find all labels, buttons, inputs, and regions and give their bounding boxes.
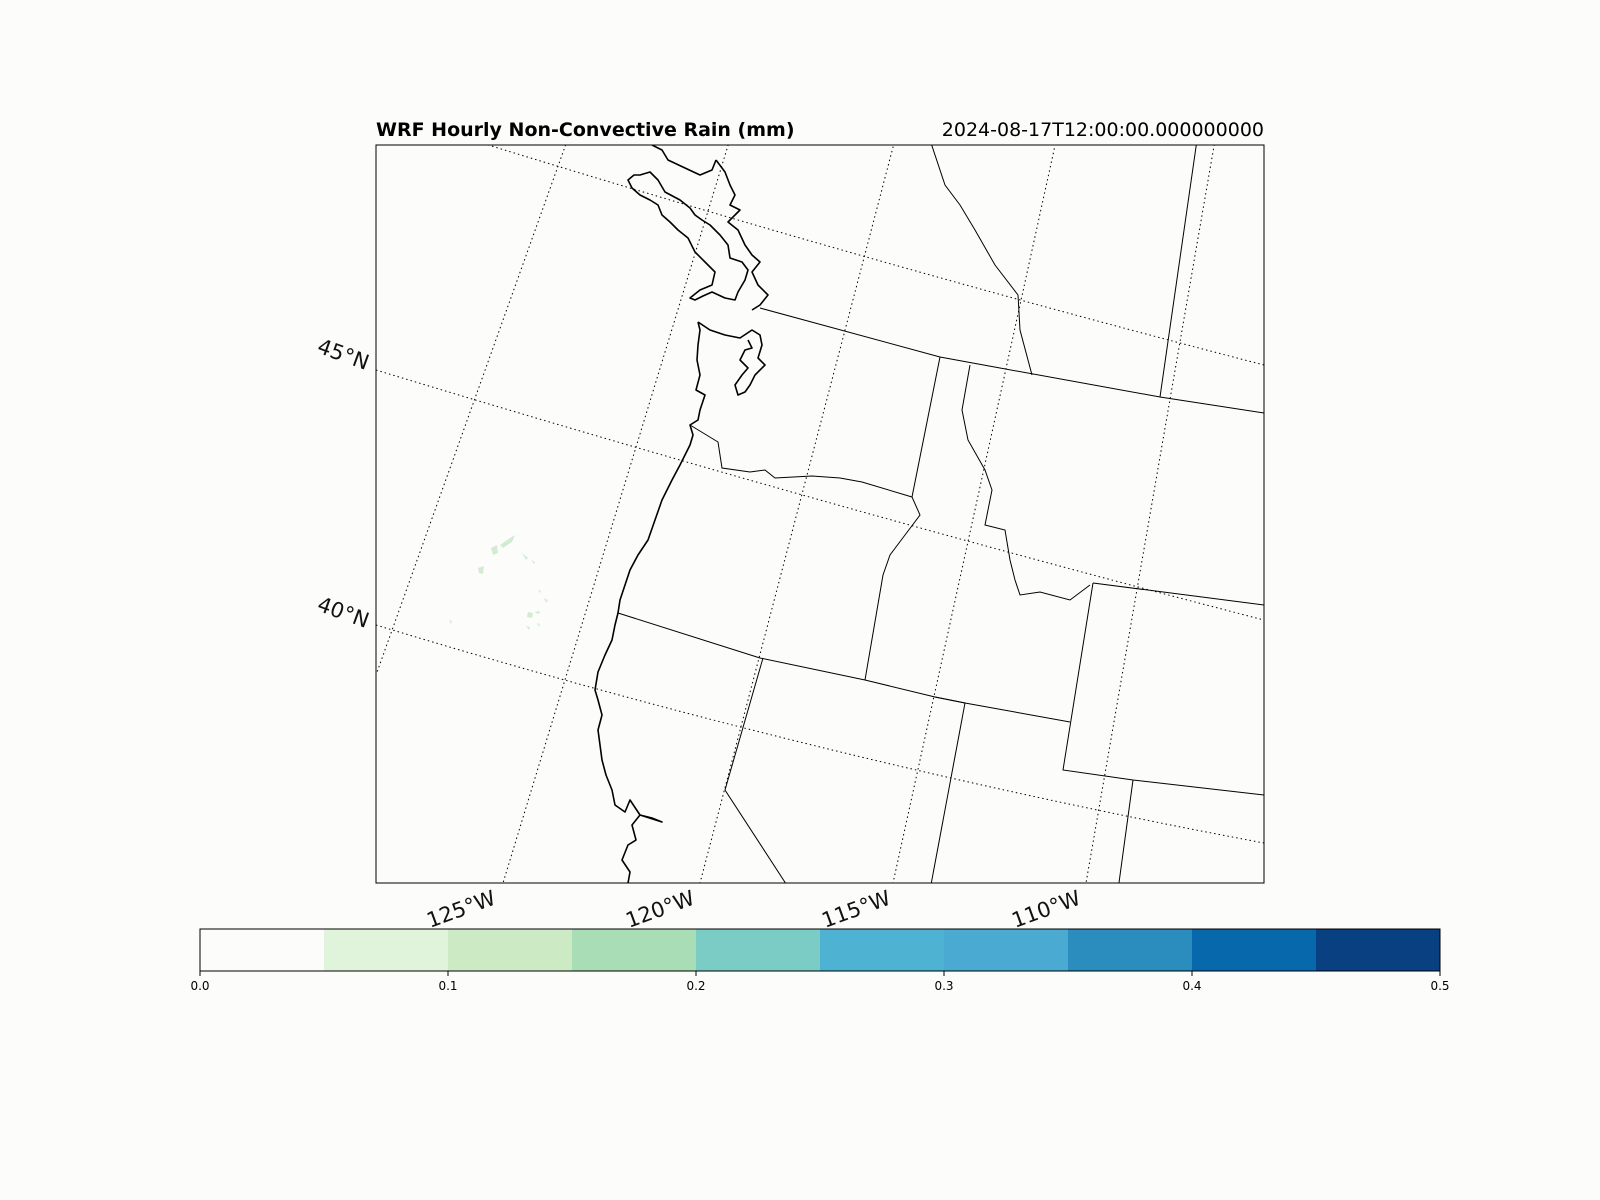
colorbar-swatch — [324, 929, 449, 971]
lat-label-40n: 40°N — [314, 592, 372, 633]
puget-sound-coast — [697, 321, 766, 396]
colorbar-outline — [199, 928, 1441, 972]
precip-cell — [527, 612, 533, 618]
precip-cell — [522, 553, 528, 560]
colorbar-tick-label: 0.2 — [686, 979, 705, 993]
precip-cell — [500, 535, 515, 548]
coastline — [594, 145, 769, 883]
precip-cell — [544, 598, 548, 603]
colorbar-tick-label: 0.4 — [1182, 979, 1201, 993]
meridian-105w — [1085, 145, 1215, 883]
map-background — [376, 145, 1264, 883]
lon-label-110w: 110°W — [1009, 886, 1084, 933]
lon-label-125w: 125°W — [424, 886, 499, 933]
lon-label-120w: 120°W — [623, 886, 698, 933]
meridian-110w — [892, 145, 1056, 883]
or-id-border — [864, 496, 921, 681]
parallel-40n — [376, 624, 1264, 844]
map-frame — [375, 144, 1265, 884]
meridian-125w — [376, 145, 567, 676]
precip-cell — [534, 611, 540, 614]
lat-label-45n: 45°N — [314, 334, 372, 375]
ut-co-border — [1118, 779, 1134, 883]
canada-us-border — [759, 307, 1264, 414]
precip-cell — [478, 566, 484, 574]
valid-time-label: 2024-08-17T12:00:00.000000000 — [942, 119, 1264, 141]
ca-nv-border — [724, 657, 787, 883]
colorbar-swatch — [1316, 929, 1441, 971]
precip-cell — [526, 626, 530, 630]
wa-id-border — [911, 356, 941, 498]
wa-or-border — [689, 424, 913, 498]
or-ca-nv-border — [617, 612, 1071, 723]
map-panel — [375, 144, 1265, 884]
colorbar-tick-label: 0.3 — [934, 979, 953, 993]
meridian-120w — [502, 145, 729, 883]
colorbar-swatch — [696, 929, 821, 971]
colorbar-tick-label: 0.5 — [1430, 979, 1449, 993]
id-wy-border — [1092, 582, 1264, 606]
political-borders — [617, 145, 1264, 883]
colorbar-tick-label: 0.1 — [438, 979, 457, 993]
colorbar-swatch — [572, 929, 697, 971]
map-title: WRF Hourly Non-Convective Rain (mm) — [376, 119, 795, 141]
colorbar-swatch — [448, 929, 573, 971]
bc-mainland-coast — [715, 159, 769, 311]
bc-rockies-border — [931, 145, 1033, 376]
parallel-50n — [486, 145, 1264, 366]
colorbar-swatch — [820, 929, 945, 971]
colorbar: 0.0 0.1 0.2 0.3 0.4 0.5 — [190, 928, 1450, 993]
id-nv-ut-border — [934, 696, 966, 704]
precip-cell — [449, 620, 452, 624]
precip-cell — [538, 590, 541, 593]
precip-cell — [531, 560, 535, 564]
precip-cells — [449, 535, 548, 630]
colorbar-swatch — [200, 929, 325, 971]
vancouver-island-coast — [627, 171, 749, 301]
idaho-panhandle-border — [961, 364, 1091, 601]
west-coast-main — [594, 321, 706, 883]
precip-cell — [537, 623, 540, 627]
colorbar-swatch — [944, 929, 1069, 971]
precip-cell — [491, 545, 498, 555]
colorbar-tick-label: 0.0 — [190, 979, 209, 993]
colorbar-swatch — [1192, 929, 1317, 971]
colorbar-swatch — [1068, 929, 1193, 971]
wy-west-border — [1062, 582, 1264, 796]
meridian-115w — [699, 145, 895, 883]
nv-ut-border — [930, 702, 966, 883]
montana-east-border — [1159, 145, 1197, 398]
pacific-coastline — [651, 145, 717, 176]
lon-label-115w: 115°W — [819, 886, 894, 933]
